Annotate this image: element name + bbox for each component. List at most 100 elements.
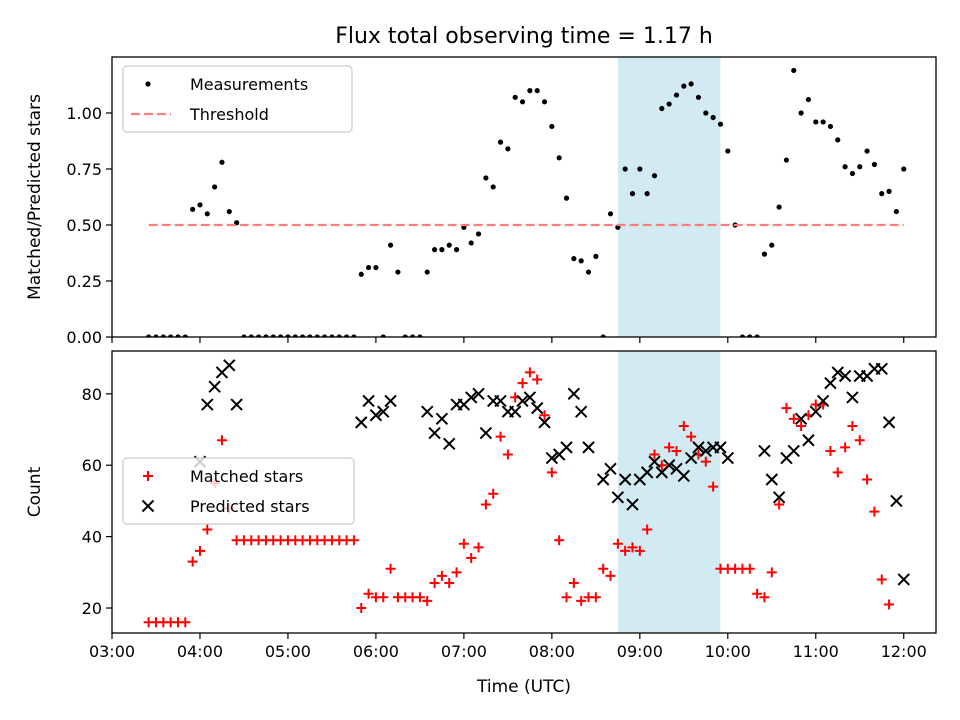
data-point <box>453 247 460 253</box>
data-point <box>377 405 390 418</box>
data-point <box>444 578 455 589</box>
data-point <box>835 137 841 143</box>
data-point <box>766 567 777 578</box>
data-point <box>576 595 587 606</box>
data-point <box>446 242 452 248</box>
data-point <box>539 410 550 421</box>
data-point <box>545 451 559 465</box>
data-point <box>497 139 504 145</box>
plot-area <box>143 359 910 628</box>
data-point <box>897 573 910 586</box>
data-point <box>458 538 469 549</box>
data-point <box>472 387 485 401</box>
legend: Measurements Threshold <box>122 65 353 133</box>
x-tick-label: 08:00 <box>529 642 575 661</box>
data-point <box>505 146 511 152</box>
data-point <box>781 403 792 414</box>
data-point <box>869 506 880 517</box>
data-point <box>862 474 873 485</box>
data-point <box>605 570 616 581</box>
data-point <box>798 110 804 116</box>
shaded-region <box>617 351 721 633</box>
legend-marker <box>141 499 155 513</box>
data-point <box>813 119 819 125</box>
shaded-region <box>617 57 721 337</box>
data-point <box>348 535 359 546</box>
data-point <box>466 553 477 564</box>
data-point <box>479 426 493 440</box>
y-tick-label: 0.00 <box>66 328 102 347</box>
legend-box <box>122 65 353 133</box>
data-point <box>512 94 518 100</box>
data-point <box>662 459 676 472</box>
data-point <box>708 481 719 492</box>
data-point <box>876 574 887 585</box>
bottom-axes: 03:00 04:00 05:00 06:00 07:00 08:00 09:00 10:00… <box>25 350 937 661</box>
data-point <box>561 592 572 603</box>
data-point <box>710 114 716 121</box>
data-point <box>495 431 506 442</box>
data-point <box>611 491 625 504</box>
data-point <box>480 499 491 510</box>
y-tick-label: 80 <box>82 385 102 404</box>
data-point <box>893 208 900 215</box>
x-tick-label: 04:00 <box>177 642 223 661</box>
data-point <box>695 94 702 100</box>
data-point <box>703 110 709 116</box>
plot-area <box>146 67 907 337</box>
data-point <box>582 441 595 454</box>
legend-box <box>122 457 355 525</box>
data-point <box>626 498 639 511</box>
data-point <box>538 416 551 429</box>
data-point <box>541 99 548 105</box>
data-point <box>725 148 731 154</box>
data-point <box>684 451 698 465</box>
data-point <box>686 431 697 442</box>
data-point <box>659 105 665 112</box>
data-point <box>180 617 191 628</box>
data-point <box>671 445 682 456</box>
legend-item: Matched stars <box>143 467 303 486</box>
y-tick-label: 40 <box>82 528 102 547</box>
data-point <box>204 211 210 217</box>
data-point <box>421 405 434 418</box>
x-tick-label: 12:00 <box>881 642 927 661</box>
data-point <box>424 269 430 275</box>
data-point <box>879 191 885 197</box>
data-point <box>516 394 529 408</box>
x-tick-label: 06:00 <box>353 642 399 661</box>
data-point <box>202 524 213 535</box>
data-point <box>414 592 425 603</box>
data-point <box>363 588 374 599</box>
data-point <box>901 166 907 172</box>
data-point <box>435 412 449 426</box>
data-point <box>776 204 782 210</box>
data-point <box>219 159 225 165</box>
data-point <box>560 441 573 454</box>
data-point <box>809 405 822 418</box>
data-point <box>519 99 526 105</box>
data-point <box>700 456 711 467</box>
x-tick-label: 10:00 <box>705 642 751 661</box>
data-point <box>395 269 401 275</box>
legend-marker <box>145 81 151 87</box>
data-point <box>717 121 724 127</box>
data-point <box>428 426 441 440</box>
data-point <box>758 444 771 458</box>
data-point <box>824 376 837 390</box>
y-tick-label: 60 <box>82 456 102 475</box>
data-point <box>223 359 236 372</box>
data-point <box>384 394 397 408</box>
data-point <box>794 412 808 426</box>
axes-frame <box>111 56 937 338</box>
data-point <box>857 164 863 170</box>
data-point <box>820 119 826 125</box>
data-point <box>596 473 610 486</box>
legend-label: Predicted stars <box>190 497 310 516</box>
x-tick-label: 05:00 <box>265 642 311 661</box>
data-point <box>201 398 214 411</box>
data-point <box>590 592 601 603</box>
y-tick-label: 20 <box>82 599 102 618</box>
data-point <box>761 251 768 257</box>
data-point <box>567 387 581 401</box>
